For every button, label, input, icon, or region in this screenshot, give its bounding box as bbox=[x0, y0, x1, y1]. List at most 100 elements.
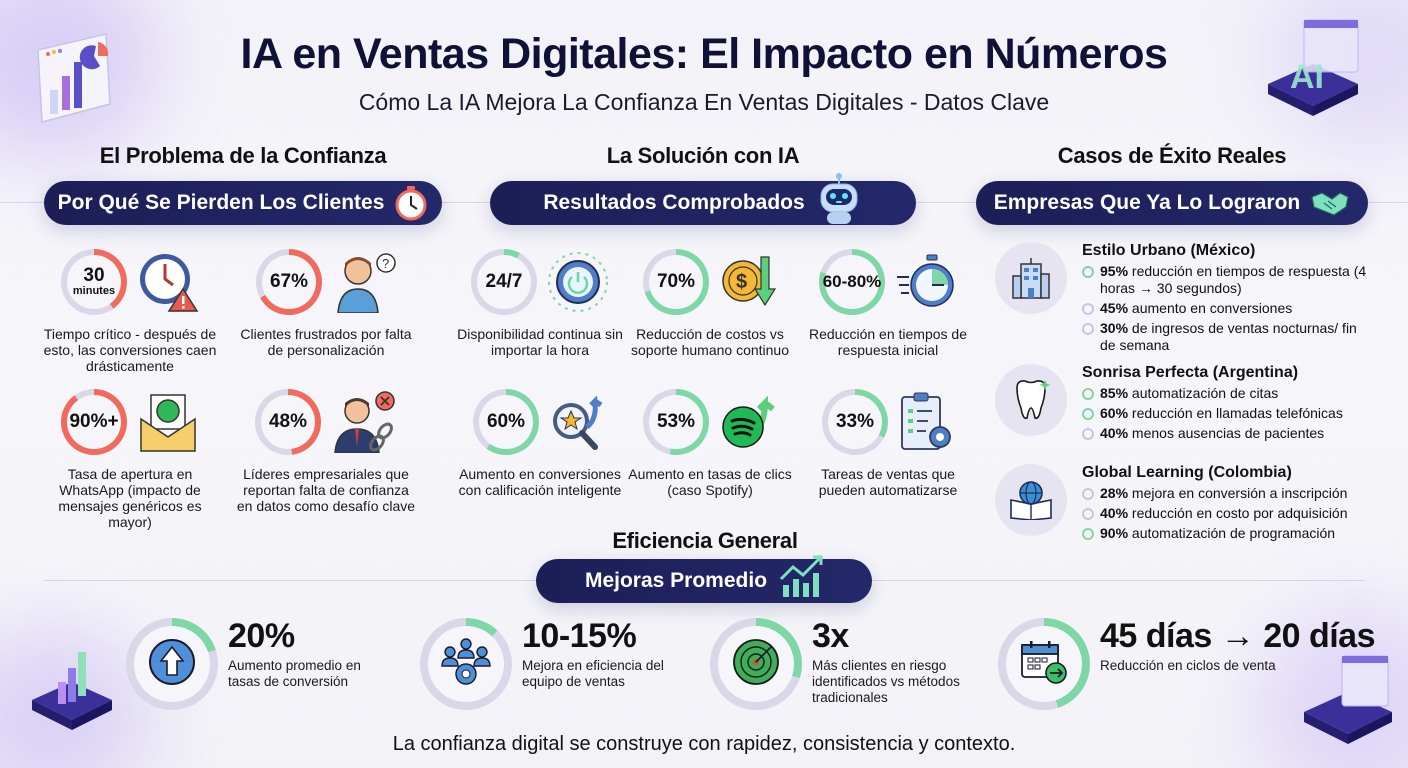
iso-bar-chart-icon bbox=[32, 652, 112, 730]
stat-description: Clientes frustrados por falta de persona… bbox=[240, 326, 412, 358]
svg-text:AI: AI bbox=[1290, 58, 1324, 96]
efficiency-stat: 20% Aumento promedio en tasas de convers… bbox=[126, 618, 378, 710]
efficiency-description: Aumento promedio en tasas de conversión bbox=[228, 658, 361, 689]
frustrated-person-icon: ? bbox=[337, 253, 396, 313]
cases-pill-header: Empresas Que Ya Lo Lograron bbox=[976, 181, 1368, 225]
stat-description: Reducción de costos vs soporte humano co… bbox=[631, 326, 789, 358]
efficiency-stat: 45 días → 20 días Reducción en ciclos de… bbox=[998, 617, 1376, 710]
case-point: 40% reducción en costo por adquisición bbox=[1082, 505, 1375, 522]
calendar-arrow-icon bbox=[1021, 640, 1067, 684]
stat-description: Tareas de ventas que pueden automatizars… bbox=[818, 466, 958, 498]
solution-pill-header: Resultados Comprobados bbox=[490, 173, 916, 225]
spotify-arrow-icon bbox=[722, 395, 775, 448]
efficiency-description: Mejora en eficiencia del equipo de venta… bbox=[522, 658, 664, 689]
case-point: 85% automatización de citas bbox=[1082, 385, 1375, 402]
ai-chip-icon: AI bbox=[1268, 19, 1359, 116]
book-globe-icon bbox=[1010, 481, 1052, 520]
progress-ring: 30 minutes bbox=[61, 249, 127, 315]
solution-stat-card: 60% Aumento en conversiones con califica… bbox=[450, 388, 630, 498]
stat-value: 30 bbox=[83, 265, 105, 287]
stat-description: Aumento en tasas de clics (caso Spotify) bbox=[628, 466, 792, 498]
solution-stat-card: 33% Tareas de ventas que pueden automati… bbox=[798, 388, 978, 498]
radar-icon bbox=[733, 638, 779, 685]
magnifier-star-icon bbox=[553, 395, 603, 450]
case-point: 28% mejora en conversión a inscripción bbox=[1082, 485, 1375, 502]
case-point: 40% menos ausencias de pacientes bbox=[1082, 425, 1375, 442]
dashboard-chart-icon bbox=[37, 33, 111, 123]
stat-description: Aumento en conversiones con calificación… bbox=[458, 466, 622, 498]
progress-ring bbox=[710, 618, 802, 710]
cases-pill-label: Empresas Que Ya Lo Lograron bbox=[993, 191, 1301, 214]
stat-value: 67% bbox=[269, 271, 309, 293]
case-title: Sonrisa Perfecta (Argentina) bbox=[1082, 364, 1299, 381]
stat-description: Reducción en tiempos de respuesta inicia… bbox=[809, 326, 967, 358]
case-point: 95% reducción en tiempos de respuesta (4… bbox=[1082, 263, 1375, 297]
progress-ring: 67% bbox=[256, 249, 322, 315]
coin-down-arrow-icon: $ bbox=[722, 256, 777, 307]
efficiency-description: Reducción en ciclos de venta bbox=[1100, 658, 1276, 673]
solution-pill-label: Resultados Comprobados bbox=[543, 191, 805, 214]
clock-warning-icon bbox=[140, 254, 199, 312]
efficiency-value: 10-15% bbox=[522, 617, 637, 655]
stat-description: Líderes empresariales que reportan falta… bbox=[236, 466, 416, 514]
stat-value: 53% bbox=[656, 411, 696, 433]
efficiency-value: 45 días → 20 días bbox=[1100, 617, 1376, 655]
efficiency-stat: 10-15% Mejora en eficiencia del equipo d… bbox=[420, 618, 682, 710]
progress-ring: 60% bbox=[473, 389, 539, 455]
progress-ring: 53% bbox=[643, 389, 709, 455]
robot-icon bbox=[820, 173, 858, 224]
stat-value: 48% bbox=[268, 411, 308, 433]
progress-ring: 70% bbox=[643, 249, 709, 315]
stat-unit: minutes bbox=[72, 285, 116, 298]
stat-value: 60% bbox=[486, 411, 526, 433]
case-point: 30% de ingresos de ventas nocturnas/ fin… bbox=[1082, 320, 1375, 354]
fast-stopwatch-icon bbox=[897, 254, 954, 307]
problem-stat-card: 90%+ Tasa de apertura en WhatsApp (impac… bbox=[40, 388, 220, 530]
efficiency-section-title: Eficiencia General bbox=[612, 528, 798, 553]
stopwatch-icon bbox=[395, 186, 427, 221]
progress-ring bbox=[126, 618, 218, 710]
problem-pill-header: Por Qué Se Pierden Los Clientes bbox=[44, 181, 442, 225]
stat-value: 60-80% bbox=[822, 272, 882, 292]
progress-ring bbox=[998, 618, 1090, 710]
case-title: Estilo Urbano (México) bbox=[1082, 242, 1256, 259]
progress-ring: 33% bbox=[822, 389, 888, 455]
svg-text:?: ? bbox=[382, 256, 389, 271]
case-point: 45% aumento en conversiones bbox=[1082, 300, 1375, 317]
efficiency-pill-header: Mejoras Promedio bbox=[536, 555, 872, 603]
footer-tagline: La confianza digital se construye con ra… bbox=[392, 733, 1016, 755]
whatsapp-envelope-icon bbox=[140, 394, 196, 452]
progress-ring: 24/7 bbox=[471, 249, 537, 315]
solution-section-title: La Solución con IA bbox=[606, 143, 800, 168]
case-title: Global Learning (Colombia) bbox=[1082, 464, 1292, 481]
progress-ring: 48% bbox=[255, 389, 321, 455]
stat-value: 33% bbox=[835, 411, 875, 433]
efficiency-stat: 3x Más clientes en riesgo identificados … bbox=[710, 618, 972, 710]
problem-section-title: El Problema de la Confianza bbox=[99, 143, 387, 168]
page-title: IA en Ventas Digitales: El Impacto en Nú… bbox=[240, 30, 1168, 78]
stat-value: 70% bbox=[656, 271, 696, 293]
svg-text:$: $ bbox=[736, 271, 747, 293]
efficiency-description: Más clientes en riesgo identificados vs … bbox=[812, 658, 960, 705]
bar-chart-trend-icon bbox=[779, 555, 823, 597]
up-arrow-circle-icon bbox=[149, 638, 195, 685]
problem-stat-card: 67% ? Clientes frustrados por falta de p… bbox=[236, 248, 416, 358]
team-gear-icon bbox=[441, 637, 491, 685]
stat-value: 90%+ bbox=[69, 411, 119, 433]
handshake-icon bbox=[1311, 192, 1349, 216]
case-icon-wrap bbox=[995, 242, 1067, 314]
case-point: 90% automatización de programación bbox=[1082, 525, 1375, 542]
iso-window-icon bbox=[1304, 655, 1392, 744]
power-icon bbox=[548, 252, 608, 312]
progress-ring: 60-80% bbox=[819, 249, 885, 315]
stat-description: Tasa de apertura en WhatsApp (impacto de… bbox=[58, 466, 202, 530]
case-point: 60% reducción en llamadas telefónicas bbox=[1082, 405, 1375, 422]
problem-stat-card: 30 minutes Tiempo crítico - después de es… bbox=[40, 248, 220, 374]
efficiency-value: 20% bbox=[228, 617, 295, 655]
case-study-card: Estilo Urbano (México) 95% reducción en … bbox=[995, 242, 1375, 357]
stat-description: Disponibilidad continua sin importar la … bbox=[457, 326, 623, 358]
page-subtitle: Cómo La IA Mejora La Confianza En Ventas… bbox=[358, 89, 1050, 115]
cases-section-title: Casos de Éxito Reales bbox=[1057, 143, 1287, 168]
problem-pill-label: Por Qué Se Pierden Los Clientes bbox=[57, 191, 385, 214]
businessman-broken-chain-icon bbox=[334, 391, 395, 453]
